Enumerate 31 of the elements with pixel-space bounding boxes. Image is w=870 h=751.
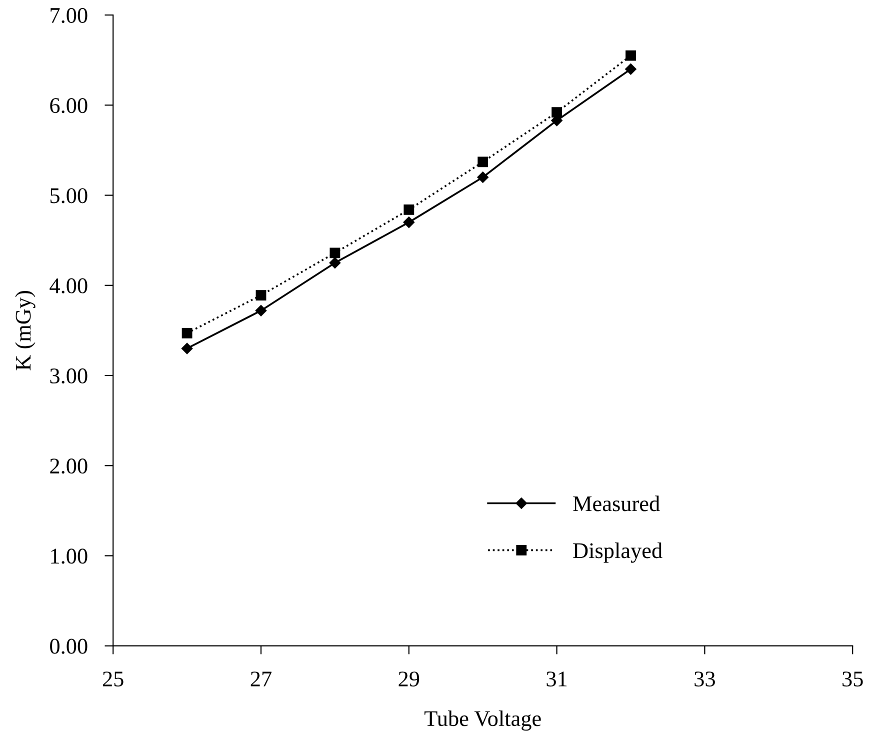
point bbox=[181, 342, 193, 354]
x-axis-title: Tube Voltage bbox=[424, 710, 541, 731]
point bbox=[330, 248, 340, 258]
point bbox=[478, 156, 488, 168]
point bbox=[182, 328, 192, 338]
x-tick-label: 31 bbox=[546, 672, 567, 686]
y-tick-label: 6.00 bbox=[50, 98, 88, 114]
x-tick-label: 29 bbox=[398, 672, 420, 686]
y-tick-label: 2.00 bbox=[50, 458, 88, 474]
point bbox=[624, 63, 637, 75]
point bbox=[329, 256, 341, 269]
x-tick-label: 27 bbox=[250, 672, 272, 686]
y-tick-label: 1.00 bbox=[51, 548, 88, 564]
y-tick-label: 7.00 bbox=[50, 8, 88, 24]
point bbox=[404, 204, 414, 215]
y-tick-label: 4.00 bbox=[50, 278, 88, 294]
legend-label: Measured bbox=[573, 496, 660, 512]
y-axis-title: K (mGy) bbox=[15, 290, 36, 370]
y-tick-label: 0.00 bbox=[50, 638, 88, 654]
point bbox=[403, 216, 415, 228]
legend-label: Displayed bbox=[573, 542, 662, 563]
point bbox=[626, 50, 636, 61]
point bbox=[552, 107, 562, 118]
x-tick-label: 35 bbox=[842, 672, 863, 686]
point bbox=[256, 290, 266, 300]
y-tick-label: 5.00 bbox=[50, 188, 88, 204]
x-tick-label: 25 bbox=[102, 672, 124, 686]
point bbox=[255, 304, 267, 317]
x-tick-label: 33 bbox=[694, 672, 715, 686]
y-tick-label: 3.00 bbox=[50, 368, 88, 384]
point bbox=[476, 171, 489, 184]
